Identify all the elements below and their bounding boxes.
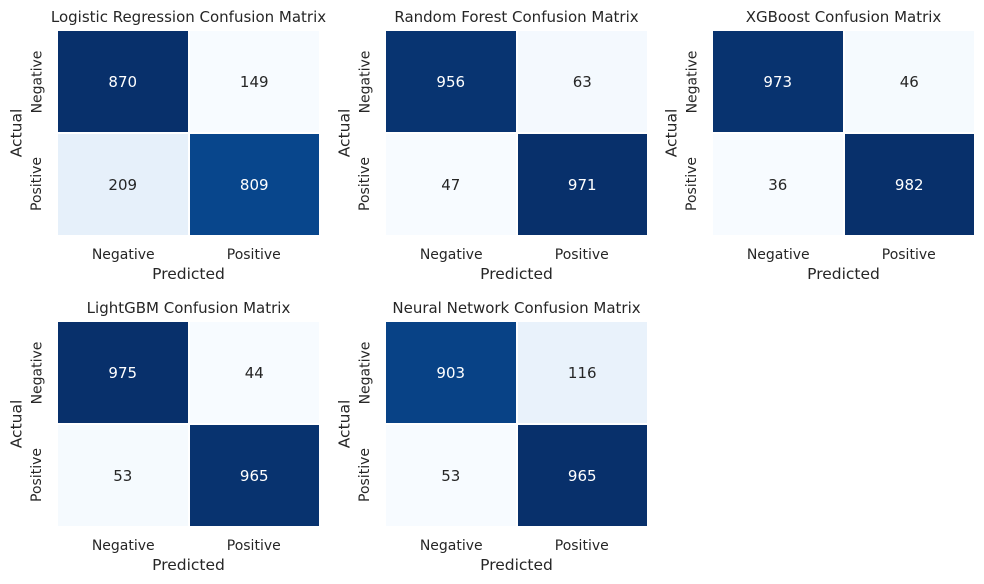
heatmap-cell: 116 — [517, 322, 647, 423]
x-tick-label: Negative — [746, 247, 810, 263]
y-axis-label: Actual — [661, 108, 680, 158]
heatmap-cell: 53 — [386, 425, 516, 526]
y-axis-label: Actual — [6, 108, 25, 158]
x-tick-label: Positive — [226, 538, 281, 554]
x-tick-label: Positive — [226, 247, 281, 263]
chart-title: Random Forest Confusion Matrix — [394, 8, 639, 26]
y-tick-label: Negative — [28, 341, 45, 405]
x-tick-label: Negative — [419, 538, 483, 554]
heatmap-cell: 149 — [189, 31, 319, 132]
x-tick-label: Negative — [91, 538, 155, 554]
y-tick-label: Negative — [683, 50, 700, 114]
heatmap-cell: 63 — [517, 31, 647, 132]
heatmap-cell: 973 — [713, 31, 843, 132]
y-tick-label: Positive — [28, 448, 45, 502]
chart-title: LightGBM Confusion Matrix — [86, 299, 291, 317]
y-axis-label: Actual — [334, 108, 353, 158]
chart-title: Logistic Regression Confusion Matrix — [50, 8, 327, 26]
x-axis-label: Predicted — [480, 265, 553, 283]
y-tick-label: Negative — [28, 50, 45, 114]
x-tick-label: Negative — [91, 247, 155, 263]
x-axis-label: Predicted — [152, 556, 225, 574]
chart-title: Neural Network Confusion Matrix — [392, 299, 641, 317]
heatmap-cell: 965 — [517, 425, 647, 526]
y-tick-label: Positive — [683, 157, 700, 211]
heatmap-cell: 965 — [189, 425, 319, 526]
x-axis-label: Predicted — [152, 265, 225, 283]
heatmap-cell: 971 — [517, 134, 647, 235]
heatmap-cell: 809 — [189, 134, 319, 235]
y-axis-label: Actual — [334, 399, 353, 449]
y-tick-label: Negative — [356, 50, 373, 114]
x-axis-label: Predicted — [807, 265, 880, 283]
x-tick-label: Positive — [881, 247, 936, 263]
y-tick-label: Negative — [356, 341, 373, 405]
x-tick-label: Negative — [419, 247, 483, 263]
heatmap-cell: 982 — [844, 134, 974, 235]
heatmap-cell: 975 — [58, 322, 188, 423]
heatmap-cell: 870 — [58, 31, 188, 132]
heatmap-cell: 209 — [58, 134, 188, 235]
y-tick-label: Positive — [356, 448, 373, 502]
heatmap-cell: 956 — [386, 31, 516, 132]
y-axis-label: Actual — [6, 399, 25, 449]
heatmap-cell: 46 — [844, 31, 974, 132]
heatmap-cell: 47 — [386, 134, 516, 235]
x-axis-label: Predicted — [480, 556, 553, 574]
heatmap-cell: 53 — [58, 425, 188, 526]
y-tick-label: Positive — [356, 157, 373, 211]
y-tick-label: Positive — [28, 157, 45, 211]
chart-title: XGBoost Confusion Matrix — [745, 8, 942, 26]
heatmap-cell: 36 — [713, 134, 843, 235]
x-tick-label: Positive — [554, 247, 609, 263]
heatmap-cell: 903 — [386, 322, 516, 423]
heatmap-cell: 44 — [189, 322, 319, 423]
x-tick-label: Positive — [554, 538, 609, 554]
